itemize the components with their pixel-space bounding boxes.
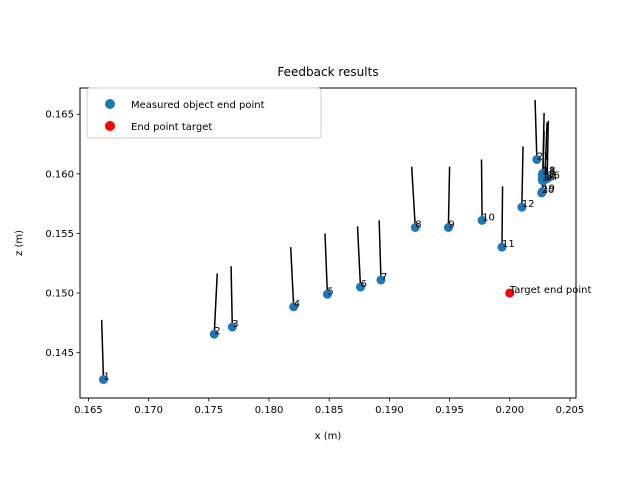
point-label: 1 bbox=[103, 372, 109, 383]
y-tick-label: 0.150 bbox=[45, 289, 74, 300]
point-label: 4 bbox=[294, 299, 300, 310]
point-label: 2 bbox=[214, 326, 220, 337]
point-label: 12 bbox=[522, 199, 535, 210]
legend-box bbox=[86, 87, 322, 139]
y-tick-label: 0.155 bbox=[45, 229, 74, 240]
measured-point bbox=[477, 215, 487, 225]
point-label: 18 bbox=[543, 165, 556, 176]
point-label: 8 bbox=[415, 220, 421, 231]
point-label: 11 bbox=[502, 239, 515, 250]
point-label: 3 bbox=[232, 319, 238, 330]
direction-line bbox=[410, 166, 417, 228]
measured-point bbox=[537, 188, 547, 198]
measured-point bbox=[209, 329, 219, 339]
y-axis-label: z (m) bbox=[14, 230, 25, 256]
y-tick-label: 0.165 bbox=[45, 110, 74, 121]
x-axis: 0.165 0.170 0.175 0.180 0.185 0.190 0.195 0.200… bbox=[74, 398, 584, 416]
direction-line bbox=[501, 186, 504, 248]
x-tick-label: 0.185 bbox=[315, 405, 344, 416]
direction-line bbox=[521, 146, 524, 208]
measured-point bbox=[538, 168, 548, 178]
direction-line bbox=[480, 159, 483, 221]
chart-title: Feedback results bbox=[277, 65, 378, 79]
point-label: 5 bbox=[327, 286, 333, 297]
point-label: 21 bbox=[537, 152, 550, 163]
direction-line bbox=[289, 247, 295, 307]
measured-point bbox=[289, 302, 299, 312]
measured-point bbox=[322, 289, 332, 299]
x-tick-label: 0.190 bbox=[375, 405, 404, 416]
legend-marker-target bbox=[105, 121, 115, 131]
measured-point bbox=[443, 223, 453, 232]
point-label: 17 bbox=[542, 170, 555, 181]
direction-line bbox=[324, 233, 329, 295]
direction-line bbox=[534, 99, 538, 160]
point-label: 10 bbox=[482, 212, 495, 223]
direction-lines bbox=[100, 99, 550, 380]
y-tick-label: 0.160 bbox=[45, 169, 74, 180]
point-label: 9 bbox=[448, 220, 454, 231]
point-label: 7 bbox=[381, 272, 387, 283]
direction-line bbox=[447, 166, 451, 228]
legend-label-target: End point target bbox=[131, 122, 212, 133]
legend-label-measured: Measured object end point bbox=[131, 100, 265, 111]
point-label: 13 bbox=[542, 166, 555, 177]
measured-point bbox=[497, 242, 507, 252]
point-label: 20 bbox=[542, 185, 555, 196]
measured-point bbox=[532, 155, 542, 165]
direction-line bbox=[230, 266, 234, 328]
direction-line bbox=[378, 220, 382, 280]
target-point bbox=[505, 288, 515, 298]
direction-line bbox=[213, 273, 218, 335]
x-tick-label: 0.200 bbox=[495, 405, 524, 416]
direction-line bbox=[100, 319, 105, 380]
legend: Measured object end point End point targ… bbox=[86, 87, 322, 139]
point-label: 14 bbox=[545, 172, 558, 183]
measured-point bbox=[227, 322, 237, 332]
point-label: 16 bbox=[547, 171, 560, 182]
direction-line bbox=[356, 226, 362, 288]
plot-frame bbox=[79, 87, 577, 399]
direction-line bbox=[546, 120, 550, 179]
y-axis: 0.145 0.150 0.155 0.160 0.165 bbox=[45, 110, 80, 359]
x-tick-label: 0.170 bbox=[134, 405, 163, 416]
x-axis-label: x (m) bbox=[315, 431, 342, 442]
point-label: 15 bbox=[542, 172, 555, 183]
point-label: 19 bbox=[542, 184, 555, 195]
measured-point bbox=[517, 202, 527, 212]
y-tick-label: 0.145 bbox=[45, 348, 74, 359]
x-tick-label: 0.180 bbox=[255, 405, 284, 416]
x-tick-label: 0.175 bbox=[194, 405, 223, 416]
x-tick-label: 0.205 bbox=[556, 405, 585, 416]
point-label: 6 bbox=[361, 279, 367, 290]
x-tick-label: 0.195 bbox=[435, 405, 464, 416]
measured-point bbox=[98, 375, 108, 385]
measured-point bbox=[376, 275, 386, 285]
target-point-label: Target end point bbox=[509, 285, 592, 296]
x-tick-label: 0.165 bbox=[74, 405, 103, 416]
measured-point bbox=[410, 223, 420, 232]
measured-point bbox=[356, 282, 366, 292]
points-layer bbox=[98, 155, 552, 385]
legend-marker-measured bbox=[105, 99, 115, 109]
